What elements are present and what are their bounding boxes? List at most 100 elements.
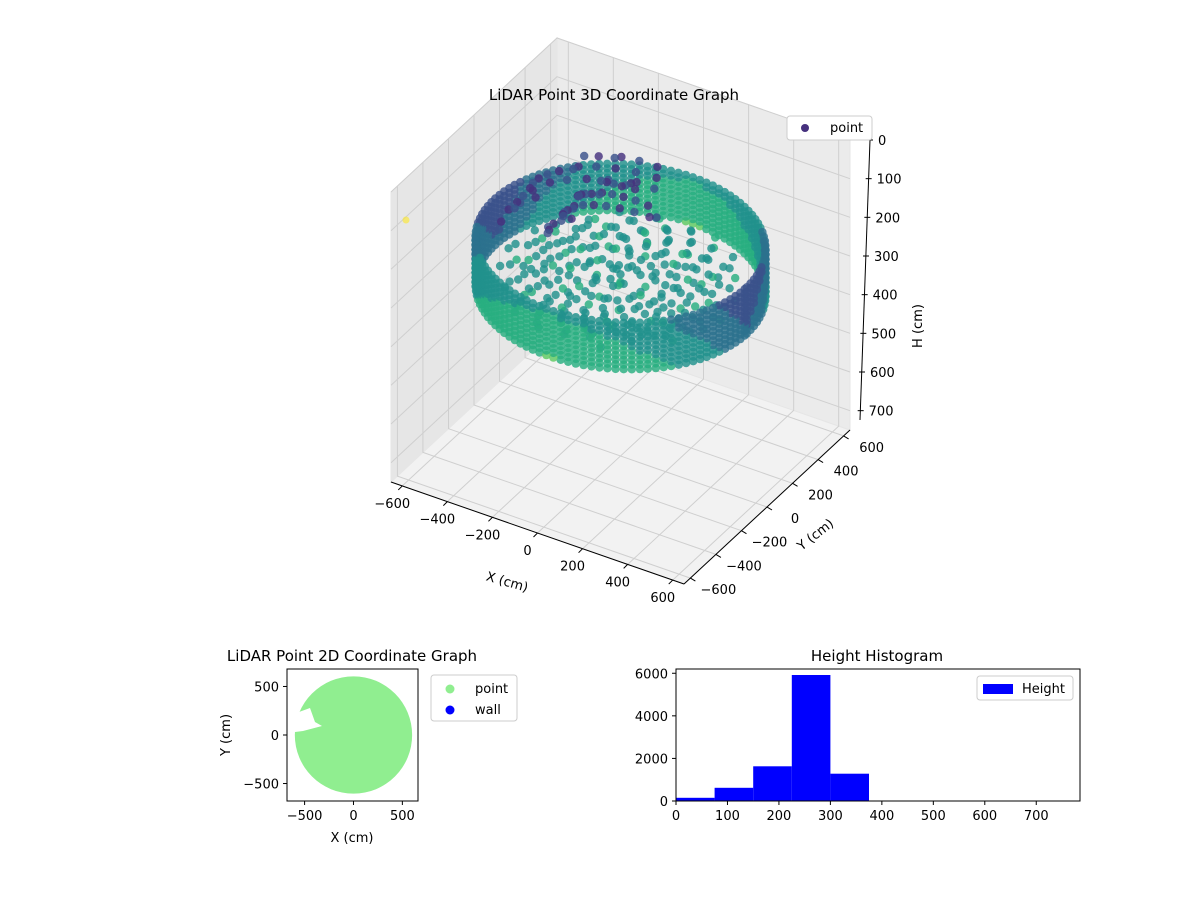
x-tick-3d <box>623 564 629 569</box>
point-3d <box>681 312 691 321</box>
point-3d <box>600 309 609 319</box>
point-3d <box>595 316 604 326</box>
point-3d <box>681 170 690 180</box>
point-3d <box>613 296 622 305</box>
point-3d <box>657 293 666 302</box>
x-tick-label-histogram: 0 <box>672 809 680 824</box>
point-3d <box>674 168 683 177</box>
point-3d <box>662 238 671 247</box>
point-3d <box>538 234 547 243</box>
ylabel-3d: Y (cm) <box>794 516 837 554</box>
point-3d <box>631 167 641 177</box>
point-3d <box>519 191 528 201</box>
point-3d <box>683 275 693 284</box>
point-3d <box>629 216 638 226</box>
point-3d <box>608 281 618 291</box>
point-3d <box>689 310 698 319</box>
point-3d <box>601 201 611 211</box>
point-3d <box>676 288 685 298</box>
point-3d <box>556 309 565 318</box>
legend-2d-label-wall: wall <box>475 703 501 718</box>
point-3d <box>617 152 626 162</box>
point-3d <box>522 296 531 305</box>
point-3d <box>621 234 631 244</box>
y-tick-label-3d: 200 <box>808 488 833 503</box>
point-3d <box>625 251 634 260</box>
x-tick-3d <box>397 485 403 491</box>
point-3d <box>567 214 576 223</box>
z-tick-label-3d: 0 <box>878 134 886 149</box>
point-3d <box>555 266 564 276</box>
point-3d <box>555 252 564 261</box>
point-3d <box>702 178 711 187</box>
point-3d <box>542 304 551 313</box>
point-3d <box>572 258 581 267</box>
point-3d <box>523 241 533 250</box>
y-tick-3d <box>843 435 849 440</box>
point-3d <box>674 314 683 323</box>
point-3d <box>667 309 676 318</box>
point-3d <box>600 294 609 303</box>
xlabel-3d: X (cm) <box>484 569 529 595</box>
point-3d <box>603 159 612 168</box>
point-3d <box>603 317 612 327</box>
histogram-bar <box>791 675 831 801</box>
point-3d <box>546 254 555 263</box>
x-tick-label-3d: 200 <box>560 560 585 575</box>
axes-histogram-frame <box>675 668 1081 802</box>
point-3d <box>659 303 668 312</box>
point-3d <box>581 287 590 296</box>
point-3d <box>531 193 540 202</box>
point-3d <box>592 162 601 171</box>
point-3d <box>566 235 575 245</box>
grid-line-z <box>390 308 851 464</box>
point-3d <box>731 273 740 283</box>
y-tick-label-2d: −500 <box>243 778 279 793</box>
point-3d <box>636 255 646 265</box>
point-3d <box>688 263 698 272</box>
point-3d <box>531 237 540 247</box>
point-3d <box>643 318 652 327</box>
point-3d <box>594 152 603 161</box>
legend-3d: point <box>786 115 873 141</box>
point-3d <box>619 192 628 202</box>
x-tick-label-3d: −600 <box>374 497 410 512</box>
point-3d <box>569 164 578 174</box>
axes-histogram-ticks: 0 100 200 300 400 500 600 700 0 2000 4000 6000 <box>635 667 1049 824</box>
point-3d <box>540 276 549 285</box>
point-3d <box>535 301 544 311</box>
point-3d <box>572 295 581 304</box>
point-3d <box>584 300 593 309</box>
y-tick-3d <box>792 482 798 487</box>
x-tick-label-2d: 500 <box>390 809 415 824</box>
point-3d <box>636 270 645 280</box>
point-3d <box>595 190 604 199</box>
point-3d <box>660 260 669 269</box>
point-3d <box>619 318 628 327</box>
scatter-2d-area <box>287 672 413 794</box>
point-3d <box>640 228 650 237</box>
point-3d <box>667 299 676 308</box>
x-tick-3d <box>668 579 674 585</box>
point-3d <box>707 244 716 253</box>
point-3d <box>558 284 568 293</box>
title-2d: LiDAR Point 2D Coordinate Graph <box>227 647 477 665</box>
point-3d <box>688 173 698 182</box>
point-3d <box>551 227 560 236</box>
point-3d <box>494 225 504 234</box>
point-3d <box>543 293 552 303</box>
grid-line-x <box>627 120 795 565</box>
point-3d <box>520 269 529 279</box>
point-3d <box>554 166 564 176</box>
point-3d <box>617 182 626 191</box>
point-3d <box>652 173 661 183</box>
point-3d <box>615 204 624 213</box>
point-3d <box>645 300 654 309</box>
z-tick-label-3d: 200 <box>875 211 900 226</box>
point-cloud-disc <box>294 676 413 794</box>
legend-2d-marker-wall <box>445 705 455 715</box>
point-3d <box>543 229 552 238</box>
x-tick-3d <box>442 501 448 506</box>
x-tick-label-histogram: 200 <box>767 809 792 824</box>
point-3d <box>695 175 704 185</box>
